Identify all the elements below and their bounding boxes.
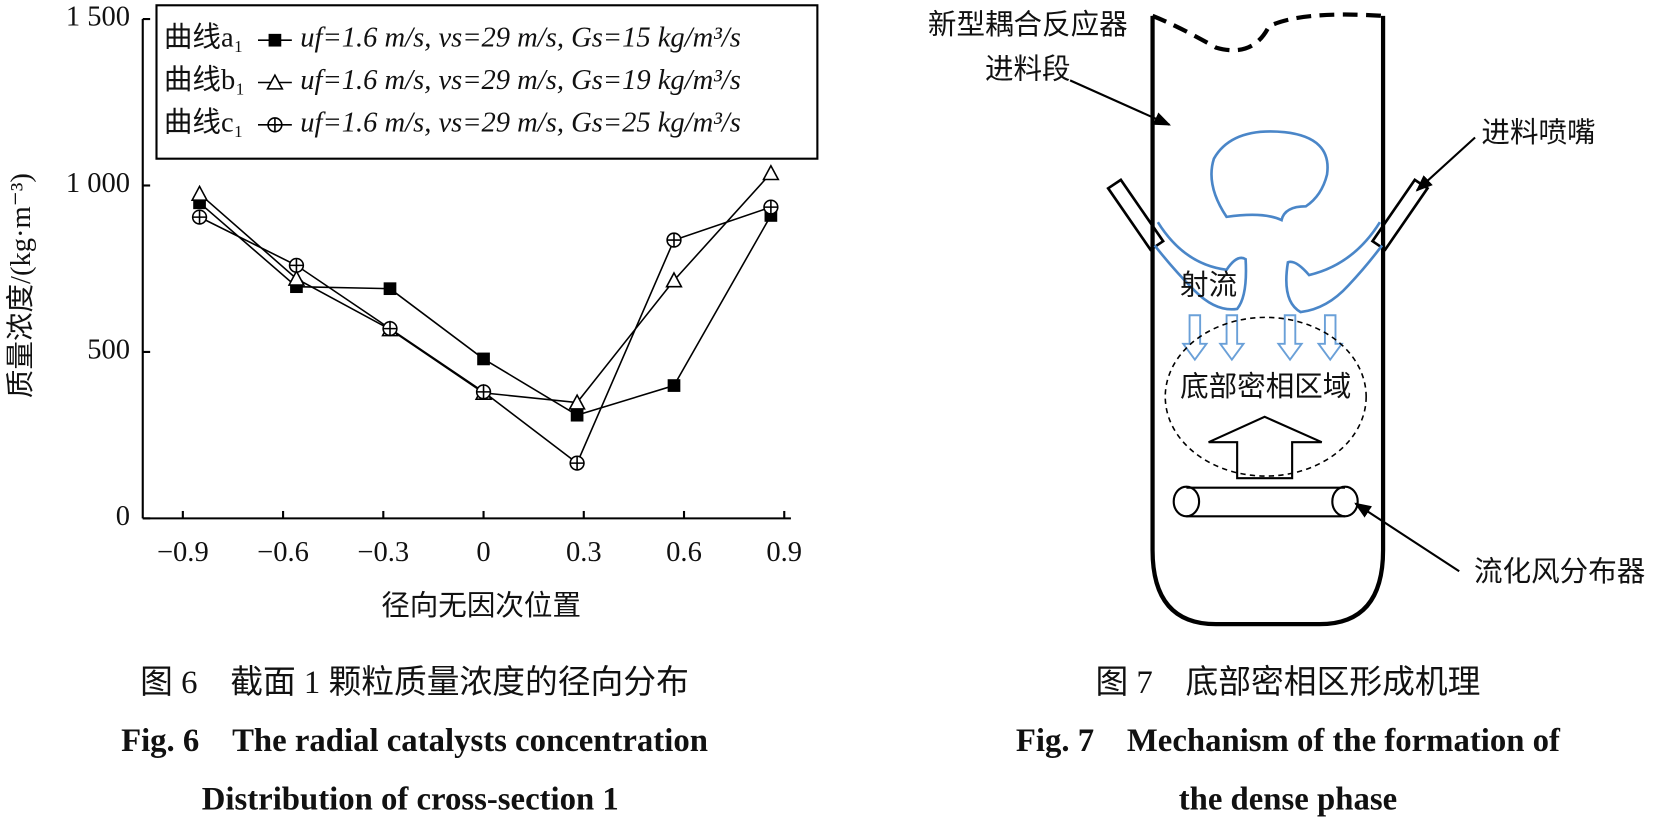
caption: Fig. 7 Mechanism of the formation of [1016,723,1561,759]
right-nozzle [1370,178,1430,252]
marker [287,269,306,286]
legend-text: uf=1.6 m/s, vs=29 m/s, Gs=15 kg/m³/s [300,23,741,54]
marker [190,184,209,201]
legend-text: uf=1.6 m/s, vs=29 m/s, Gs=19 kg/m³/s [300,65,741,96]
reactor-wall [1150,15,1386,627]
marker [569,455,585,471]
marker [268,33,282,47]
marker [475,384,492,400]
marker [667,379,681,392]
marker [267,117,283,133]
distributor-end [1331,485,1359,518]
marker [763,199,779,215]
label: 进料段 [985,53,1071,85]
label: 进料喷嘴 [1481,117,1595,149]
caption: Fig. 6 The radial catalysts concentratio… [121,723,708,759]
label: 流化风分布器 [1474,556,1645,588]
marker [382,320,398,337]
caption: Distribution of cross-section 1 [202,781,619,817]
series-line [199,172,772,404]
series-line [199,206,772,465]
legend-label: 曲线a₁ [164,22,244,54]
x-tick-label: −0.6 [257,537,309,568]
y-tick-label: 1 000 [66,168,130,199]
marker [570,408,584,422]
up-arrow [1208,415,1323,480]
legend-text: uf=1.6 m/s, vs=29 m/s, Gs=25 kg/m³/s [300,107,741,138]
y-axis-label: 质量浓度/(kg·m⁻³) [5,173,37,398]
marker [762,164,780,181]
marker [665,271,683,288]
caption: the dense phase [1179,781,1397,817]
x-axis-label: 径向无因次位置 [381,590,581,622]
label: 底部密相区域 [1180,371,1351,403]
x-tick-label: 0.3 [566,537,602,568]
label: 新型耦合反应器 [928,9,1128,41]
marker [568,393,586,410]
x-tick-label: −0.3 [357,537,409,568]
distributor [1186,486,1346,518]
dense-zone [1164,316,1367,477]
y-tick-label: 500 [87,334,130,365]
marker [288,257,305,274]
y-tick-label: 0 [116,501,130,532]
x-tick-label: −0.9 [157,537,209,568]
series-line [199,202,772,417]
marker [266,73,284,90]
reactor-top [1151,12,1384,53]
x-tick-label: 0.9 [766,537,802,568]
legend-label: 曲线c₁ [164,106,244,138]
jet-flow [1153,130,1384,314]
reactor-diagram [1069,12,1476,627]
leader [1415,136,1476,192]
legend-label: 曲线b₁ [164,64,245,96]
caption: 图 7 底部密相区形成机理 [1095,664,1480,701]
marker [383,282,397,296]
x-tick-label: 0 [476,537,490,568]
marker [191,209,208,225]
leader [1069,79,1172,126]
x-tick-label: 0.6 [666,537,702,568]
jet-arrows [1181,314,1344,362]
leader [1354,502,1460,573]
y-tick-label: 1 500 [66,2,130,33]
marker [477,352,490,366]
marker [666,232,682,248]
caption: 图 6 截面 1 颗粒质量浓度的径向分布 [140,664,689,701]
distributor-end [1172,485,1201,518]
label: 射流 [1180,269,1237,301]
left-nozzle [1106,178,1165,252]
